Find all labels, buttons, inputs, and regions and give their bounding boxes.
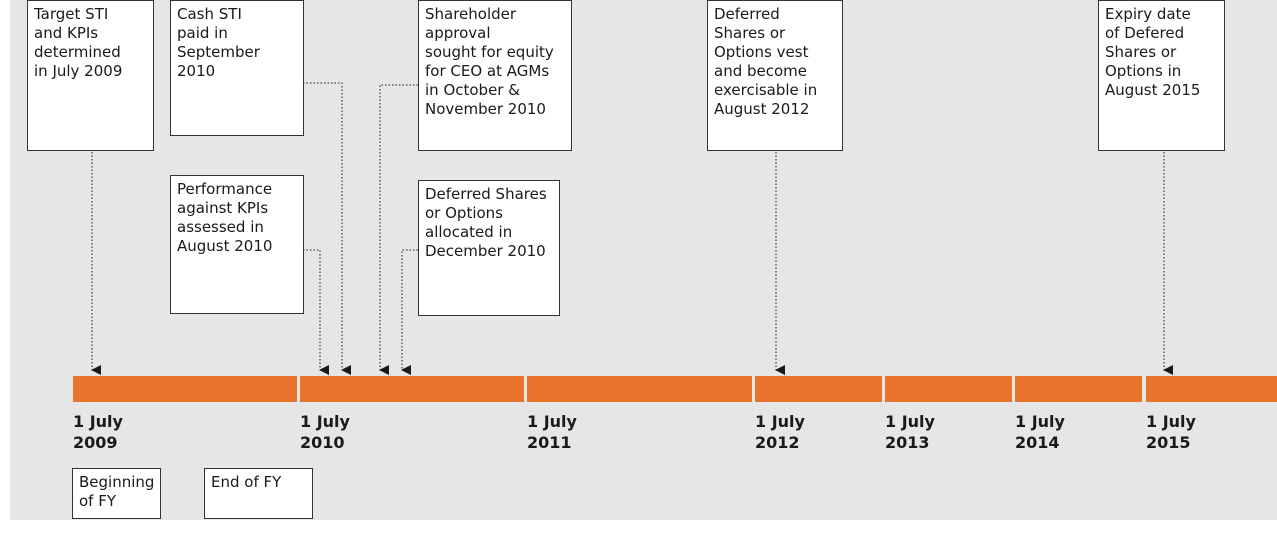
event-box-text: Options in — [1105, 62, 1181, 80]
timeline-year: 2012 — [755, 433, 800, 452]
legend-box-text: Beginning — [79, 473, 154, 491]
event-box-text: August 2012 — [714, 100, 809, 118]
event-box — [418, 0, 572, 151]
timeline-day: 1 July — [527, 412, 578, 431]
event-box-text: September — [177, 43, 261, 61]
event-box — [418, 180, 560, 316]
event-box-text: Deferred Shares — [425, 185, 547, 203]
event-box — [170, 0, 304, 136]
timeline-day: 1 July — [755, 412, 806, 431]
event-box-text: against KPIs — [177, 199, 268, 217]
timeline-segment — [885, 376, 1012, 402]
dotted-arrow — [379, 84, 418, 375]
event-box-text: and become — [714, 62, 807, 80]
event-box — [1098, 0, 1225, 151]
timeline-segment — [300, 376, 524, 402]
timeline-day: 1 July — [1015, 412, 1066, 431]
event-box-text: allocated in — [425, 223, 512, 241]
event-box-text: Shares or — [1105, 43, 1177, 61]
event-box — [27, 0, 154, 151]
legend-box-text: of FY — [79, 492, 117, 510]
event-box-text: assessed in — [177, 218, 264, 236]
event-box-text: Shareholder — [425, 5, 517, 23]
timeline-year: 2014 — [1015, 433, 1060, 452]
event-box-text: of Defered — [1105, 24, 1184, 42]
event-box-text: exercisable in — [714, 81, 817, 99]
event-box-text: for CEO at AGMs — [425, 62, 549, 80]
event-box-text: Deferred — [714, 5, 780, 23]
timeline-day: 1 July — [1146, 412, 1197, 431]
timeline-segment — [1015, 376, 1142, 402]
event-box-text: Expiry date — [1105, 5, 1191, 23]
event-box — [707, 0, 843, 151]
event-box-text: Cash STI — [177, 5, 242, 23]
timeline-year: 2010 — [300, 433, 345, 452]
event-box-text: approval — [425, 24, 491, 42]
event-box-text: Performance — [177, 180, 272, 198]
timeline-segment — [755, 376, 882, 402]
timeline-day: 1 July — [885, 412, 936, 431]
event-box-text: or Options — [425, 204, 503, 222]
event-box-text: sought for equity — [425, 43, 554, 61]
event-box-text: paid in — [177, 24, 228, 42]
event-box-text: 2010 — [177, 62, 215, 80]
event-box-text: determined — [34, 43, 121, 61]
event-box-text: and KPIs — [34, 24, 98, 42]
timeline-segment — [527, 376, 752, 402]
event-box-text: Target STI — [33, 5, 108, 23]
event-box-text: in October & — [425, 81, 520, 99]
timeline-year: 2011 — [527, 433, 572, 452]
event-box-text: Options vest — [714, 43, 809, 61]
timeline-year: 2013 — [885, 433, 930, 452]
event-box-text: in July 2009 — [34, 62, 122, 80]
timeline-year: 2009 — [73, 433, 118, 452]
event-box — [170, 175, 304, 314]
event-box-text: Shares or — [714, 24, 786, 42]
timeline-segment — [73, 376, 297, 402]
timeline-day: 1 July — [73, 412, 124, 431]
dotted-arrow — [303, 82, 351, 375]
legend-box-text: End of FY — [211, 473, 282, 491]
timeline-year: 2015 — [1146, 433, 1191, 452]
timeline-segment — [1146, 376, 1277, 402]
dotted-arrow — [401, 249, 418, 375]
legend-box — [72, 468, 161, 519]
event-box-text: November 2010 — [425, 100, 546, 118]
legend-box — [204, 468, 313, 519]
event-box-text: December 2010 — [425, 242, 546, 260]
timeline-day: 1 July — [300, 412, 351, 431]
event-box-text: August 2015 — [1105, 81, 1200, 99]
event-box-text: August 2010 — [177, 237, 272, 255]
